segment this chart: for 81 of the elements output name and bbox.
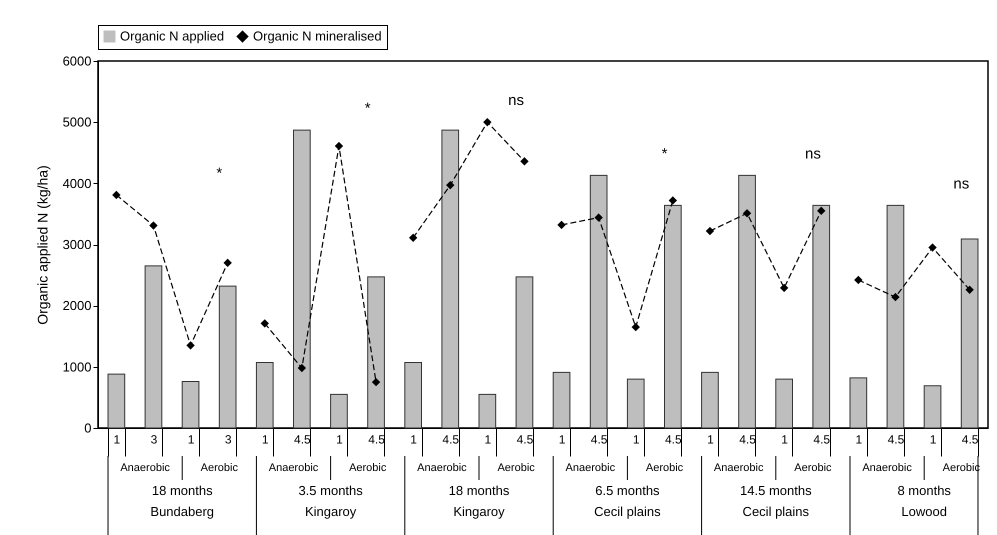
bar [849, 377, 868, 428]
text: Lowood [901, 504, 947, 519]
x-tick-label: 4.5 [368, 432, 386, 446]
text: Anaerobic [714, 462, 764, 474]
x-tick-label: 4.5 [590, 432, 608, 446]
bar [218, 286, 237, 428]
x-tick-label: 4.5 [962, 432, 979, 446]
text: Kingaroy [304, 504, 357, 519]
text: 18 months [152, 483, 214, 498]
text: 3.5 months [298, 483, 364, 498]
bar [626, 378, 645, 428]
bar [812, 204, 830, 428]
bar [182, 381, 200, 428]
x-tick-label: 4.5 [516, 432, 534, 446]
text: Cecil plains [594, 504, 662, 519]
bar [516, 276, 534, 428]
annotation: * [216, 164, 222, 182]
text: 8 months [897, 483, 952, 498]
x-tick-label: 1 [781, 432, 788, 446]
x-tick-label: 1 [855, 432, 862, 446]
bar [775, 378, 793, 428]
bar [960, 238, 978, 428]
x-tick-label: 1 [410, 432, 418, 446]
text: Anaerobic [268, 462, 319, 474]
y-axis-title: Organic applied N (kg/ha) [34, 165, 51, 325]
text: Anaerobic [566, 462, 616, 474]
annotation: ns [508, 92, 524, 110]
x-tick-label: 1 [707, 432, 714, 446]
legend-label: Organic N mineralised [253, 28, 382, 44]
annotation: * [364, 100, 371, 118]
x-tick-label: 4.5 [888, 432, 905, 446]
y-tick-label: 2000 [62, 298, 92, 314]
x-tick-label: 4.5 [665, 432, 682, 446]
x-tick-label: 1 [114, 432, 121, 446]
x-tick-label: 1 [558, 432, 566, 446]
bar [256, 362, 274, 428]
x-tick-label: 1 [188, 432, 195, 446]
text: Anaerobic [417, 462, 468, 474]
text: 14.5 months [740, 483, 812, 498]
text: Cecil plains [742, 504, 810, 519]
text: Bundaberg [150, 504, 214, 519]
bar [404, 362, 422, 428]
x-tick-label: 1 [484, 432, 492, 446]
legend-label: Organic N applied [120, 28, 224, 44]
x-tick-label: 4.5 [739, 432, 756, 446]
x-tick-label: 1 [632, 432, 640, 446]
text: 6.5 months [595, 483, 660, 498]
bar [552, 372, 570, 428]
bar [330, 394, 348, 428]
text: Aerobic [794, 462, 832, 474]
y-tick-label: 6000 [62, 54, 92, 68]
text: Kingaroy [453, 504, 506, 519]
x-tick-label: 1 [262, 432, 269, 446]
bar [108, 374, 126, 428]
text: Aerobic [200, 462, 238, 474]
x-tick-label: 3 [224, 432, 232, 446]
bar [478, 394, 496, 428]
bar [886, 204, 904, 428]
text: 18 months [448, 483, 510, 498]
text: Aerobic [497, 462, 536, 474]
bar [701, 372, 719, 428]
text: Aerobic [646, 462, 684, 474]
annotation: ns [953, 175, 970, 192]
y-tick-label: 1000 [62, 359, 92, 374]
bar [664, 204, 682, 428]
x-tick-label: 4.5 [813, 432, 830, 446]
text: Aerobic [349, 462, 387, 474]
y-tick-label: 0 [84, 420, 92, 436]
y-tick-label: 5000 [62, 114, 92, 130]
annotation: ns [804, 145, 821, 162]
x-tick-label: 4.5 [442, 432, 460, 446]
x-tick-label: 1 [930, 432, 937, 446]
x-tick-label: 3 [150, 432, 158, 446]
x-tick-label: 1 [336, 432, 344, 446]
x-tick-label: 4.5 [294, 432, 312, 446]
bar [924, 385, 942, 428]
text: Anaerobic [862, 462, 912, 474]
y-tick-label: 4000 [62, 176, 92, 191]
text: Anaerobic [120, 462, 170, 474]
y-tick-label: 3000 [62, 237, 92, 252]
annotation: * [662, 145, 668, 162]
